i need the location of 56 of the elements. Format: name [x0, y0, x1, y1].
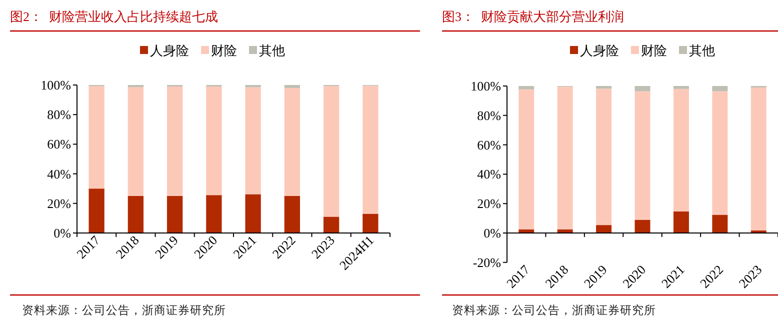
bar	[518, 86, 534, 90]
bar	[634, 220, 650, 233]
legend-label: 财险	[211, 43, 237, 58]
y-tick-label: 100%	[470, 78, 502, 94]
y-tick-label: 20%	[477, 196, 502, 212]
legend-label: 人身险	[580, 43, 619, 58]
bar	[128, 87, 144, 196]
bar	[750, 87, 766, 230]
text: 资料来源：公司公告，浙商证券研究所	[452, 303, 656, 317]
y-tick-label: 0%	[484, 226, 502, 240]
bar	[323, 86, 340, 217]
y-tick-label: 40%	[477, 166, 502, 182]
y-tick-label: 20%	[47, 196, 72, 211]
bar	[518, 89, 534, 230]
legend-label: 其他	[689, 43, 715, 58]
y-tick-label: 60%	[477, 137, 502, 152]
bar	[323, 216, 340, 233]
legend-label: 人身险	[150, 43, 189, 58]
text: 资料来源：公司公告，浙商证券研究所	[22, 303, 226, 317]
bar	[712, 91, 728, 215]
bar	[284, 196, 300, 233]
bar	[88, 86, 104, 189]
chart-title: 图2： 财险营业收入占比持续超七成	[10, 9, 218, 24]
legend-label: 其他	[259, 43, 285, 58]
bar	[206, 195, 222, 233]
bar	[284, 88, 300, 196]
bar	[712, 214, 728, 233]
bar	[245, 194, 261, 233]
bar	[88, 188, 104, 233]
bar	[166, 196, 183, 233]
y-tick-label: 80%	[47, 107, 72, 122]
legend-label: 财险	[641, 43, 667, 58]
chart-title: 图3： 财险贡献大部分营业利润	[442, 9, 624, 24]
bar	[673, 211, 689, 233]
bar	[596, 88, 612, 226]
bar	[362, 86, 378, 214]
y-tick-label: 60%	[47, 136, 72, 152]
bar	[712, 86, 728, 92]
bar	[673, 88, 689, 212]
bar	[673, 86, 689, 89]
bar	[166, 86, 183, 196]
y-tick-label: 0%	[54, 226, 72, 240]
bar	[362, 214, 378, 233]
bar	[557, 86, 573, 230]
y-tick-label: 80%	[477, 108, 502, 123]
y-tick-label: 40%	[47, 166, 72, 182]
bar	[128, 196, 144, 233]
bar	[596, 86, 612, 89]
y-tick-label: 100%	[40, 78, 72, 92]
bar	[634, 86, 650, 92]
bar	[634, 91, 650, 220]
bar	[596, 225, 612, 233]
y-tick-label: -20%	[472, 254, 502, 270]
bar	[284, 85, 300, 88]
bar	[245, 87, 261, 194]
bar	[206, 86, 222, 196]
